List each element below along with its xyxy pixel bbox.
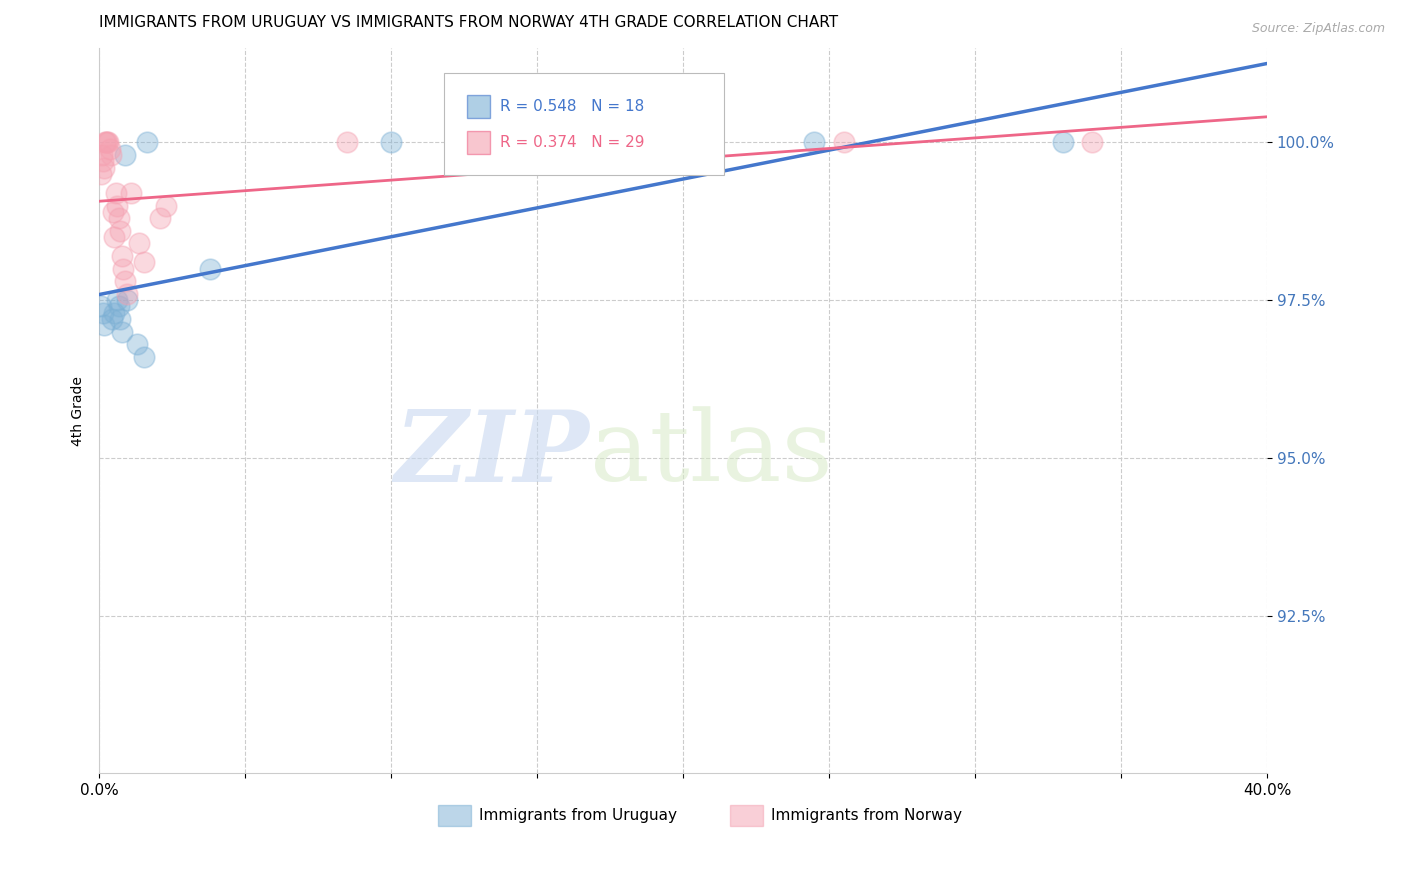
Text: Immigrants from Norway: Immigrants from Norway — [770, 808, 962, 823]
Point — [115, 286, 138, 301]
Point — [97, 136, 120, 150]
Point — [115, 293, 138, 308]
Point — [127, 337, 149, 351]
Point — [136, 136, 159, 150]
Point — [108, 300, 131, 314]
Point — [94, 136, 117, 150]
Point — [108, 224, 131, 238]
Point — [380, 136, 402, 150]
Point — [103, 230, 125, 244]
Point — [832, 136, 855, 150]
Point — [105, 293, 128, 308]
Point — [101, 312, 124, 326]
Point — [803, 136, 825, 150]
Point — [93, 161, 115, 175]
Point — [91, 154, 114, 169]
Point — [105, 186, 128, 200]
Point — [155, 198, 177, 212]
Text: ZIP: ZIP — [395, 406, 589, 502]
Point — [1081, 136, 1104, 150]
Point — [1052, 136, 1074, 150]
FancyBboxPatch shape — [730, 805, 762, 826]
Point — [108, 211, 131, 226]
FancyBboxPatch shape — [467, 95, 491, 119]
Text: atlas: atlas — [589, 406, 832, 502]
Point — [100, 148, 122, 162]
Point — [198, 261, 221, 276]
Point — [96, 136, 118, 150]
Point — [134, 255, 156, 269]
Text: Immigrants from Uruguay: Immigrants from Uruguay — [478, 808, 676, 823]
Point — [149, 211, 172, 226]
Point — [91, 148, 114, 162]
FancyBboxPatch shape — [444, 73, 724, 175]
Point — [91, 306, 114, 320]
Point — [90, 167, 112, 181]
Point — [120, 186, 142, 200]
FancyBboxPatch shape — [437, 805, 471, 826]
Point — [569, 136, 592, 150]
Point — [111, 325, 134, 339]
Point — [114, 274, 136, 288]
Point — [101, 205, 124, 219]
Point — [134, 350, 156, 364]
Text: R = 0.548   N = 18: R = 0.548 N = 18 — [499, 99, 644, 114]
Point — [93, 318, 115, 333]
Point — [98, 142, 121, 156]
Point — [96, 136, 118, 150]
Point — [336, 136, 359, 150]
Point — [90, 300, 112, 314]
Point — [111, 249, 134, 263]
Text: Source: ZipAtlas.com: Source: ZipAtlas.com — [1251, 22, 1385, 36]
FancyBboxPatch shape — [467, 131, 491, 154]
Point — [105, 198, 128, 212]
Point — [108, 312, 131, 326]
Y-axis label: 4th Grade: 4th Grade — [72, 376, 86, 445]
Text: IMMIGRANTS FROM URUGUAY VS IMMIGRANTS FROM NORWAY 4TH GRADE CORRELATION CHART: IMMIGRANTS FROM URUGUAY VS IMMIGRANTS FR… — [100, 15, 838, 30]
Text: R = 0.374   N = 29: R = 0.374 N = 29 — [499, 136, 644, 151]
Point — [103, 306, 125, 320]
Point — [128, 236, 150, 251]
Point — [112, 261, 135, 276]
Point — [114, 148, 136, 162]
